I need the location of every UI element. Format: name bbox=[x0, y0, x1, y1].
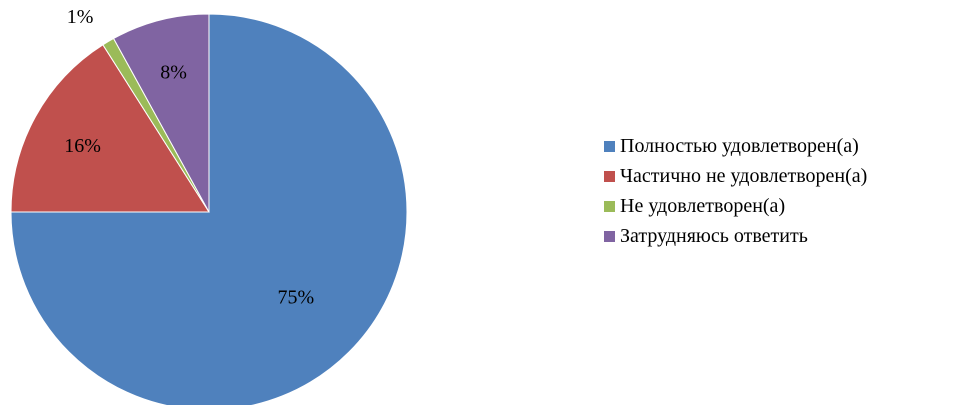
slice-value-label: 16% bbox=[64, 135, 101, 157]
slice-value-label: 1% bbox=[67, 6, 94, 28]
legend-item: Частично не удовлетворен(а) bbox=[604, 161, 867, 191]
legend-label: Не удовлетворен(а) bbox=[620, 195, 786, 217]
slice-value-label: 8% bbox=[160, 62, 187, 84]
legend-item: Полностью удовлетворен(а) bbox=[604, 131, 867, 161]
legend-swatch bbox=[604, 170, 615, 182]
legend-label: Полностью удовлетворен(а) bbox=[620, 135, 859, 157]
chart-legend: Полностью удовлетворен(а) Частично не уд… bbox=[604, 131, 867, 251]
legend-swatch bbox=[604, 200, 615, 212]
legend-swatch bbox=[604, 230, 615, 242]
legend-item: Не удовлетворен(а) bbox=[604, 191, 867, 221]
legend-swatch bbox=[604, 140, 615, 152]
pie-slice bbox=[10, 44, 210, 213]
legend-label: Затрудняюсь ответить bbox=[620, 225, 808, 247]
pie-slice bbox=[112, 13, 210, 213]
legend-item: Затрудняюсь ответить bbox=[604, 221, 867, 251]
slice-value-label: 75% bbox=[277, 286, 314, 308]
legend-label: Частично не удовлетворен(а) bbox=[620, 165, 868, 187]
pie-slice bbox=[10, 13, 408, 405]
